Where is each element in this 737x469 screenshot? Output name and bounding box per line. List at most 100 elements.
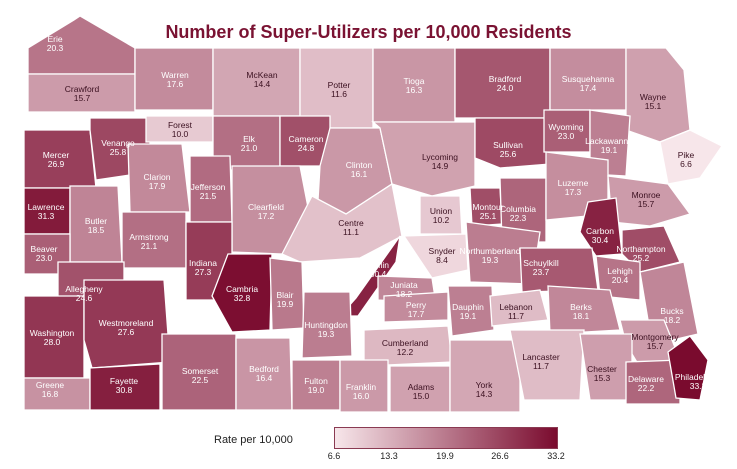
county-value-label: 6.6 [680, 159, 692, 169]
county-pike [659, 129, 723, 185]
county-name-label: Wyoming [548, 122, 584, 132]
county-value-label: 21.0 [241, 143, 258, 153]
county-value-label: 16.4 [256, 373, 273, 383]
county-columbia [499, 177, 547, 243]
county-name-label: Bedford [249, 364, 279, 374]
legend-tick: 33.2 [547, 451, 565, 461]
county-value-label: 11.7 [508, 311, 524, 321]
county-value-label: 22.5 [192, 375, 209, 385]
county-name-label: McKean [246, 70, 277, 80]
county-name-label: Armstrong [129, 232, 168, 242]
county-value-label: 15.7 [638, 199, 655, 209]
county-value-label: 19.0 [308, 385, 325, 395]
county-value-label: 31.3 [38, 211, 55, 221]
county-value-label: 14.9 [432, 161, 449, 171]
county-name-label: Mercer [43, 150, 70, 160]
county-name-label: Somerset [182, 366, 219, 376]
legend-tick: 13.3 [380, 451, 398, 461]
county-name-label: Tioga [404, 76, 425, 86]
county-name-label: Juniata [390, 280, 418, 290]
county-name-label: Lycoming [422, 152, 458, 162]
county-name-label: Mifflin [367, 260, 389, 270]
legend-color-bar [334, 427, 558, 449]
county-name-label: Pike [678, 150, 695, 160]
county-name-label: Montgomery [631, 332, 679, 342]
county-name-label: Dauphin [452, 302, 484, 312]
county-value-label: 16.3 [406, 85, 423, 95]
county-value-label: 21.1 [141, 241, 158, 251]
county-value-label: 21.5 [200, 191, 217, 201]
county-lancaster [509, 329, 585, 401]
county-value-label: 18.2 [396, 289, 413, 299]
county-name-label: Delaware [628, 374, 664, 384]
county-value-label: 18.5 [88, 225, 105, 235]
county-name-label: Lehigh [607, 266, 633, 276]
county-name-label: Venango [101, 138, 135, 148]
county-value-label: 26.9 [48, 159, 65, 169]
county-value-label: 33.2 [690, 381, 707, 391]
county-value-label: 11.1 [343, 227, 359, 237]
county-value-label: 24.8 [298, 143, 315, 153]
county-value-label: 19.9 [277, 299, 294, 309]
county-value-label: 17.6 [167, 79, 184, 89]
county-name-label: Crawford [65, 84, 100, 94]
county-value-label: 19.3 [318, 329, 335, 339]
county-value-label: 15.1 [645, 101, 662, 111]
county-value-label: 15.7 [647, 341, 664, 351]
county-value-label: 12.2 [397, 347, 414, 357]
county-value-label: 10.0 [172, 129, 189, 139]
county-name-label: Indiana [189, 258, 217, 268]
county-name-label: Lancaster [522, 352, 559, 362]
county-value-label: 25.2 [633, 253, 650, 263]
county-name-label: Snyder [429, 246, 456, 256]
county-value-label: 17.4 [580, 83, 597, 93]
legend-tick: 19.9 [436, 451, 454, 461]
county-value-label: 16.0 [353, 391, 370, 401]
county-name-label: Carbon [586, 226, 614, 236]
county-name-label: Columbia [500, 204, 536, 214]
county-name-label: Susquehanna [562, 74, 615, 84]
county-value-label: 20.3 [47, 43, 64, 53]
county-name-label: Cambria [226, 284, 258, 294]
legend-tick: 26.6 [491, 451, 509, 461]
county-value-label: 19.1 [460, 311, 477, 321]
county-name-label: Chester [587, 364, 617, 374]
county-carbon [579, 197, 623, 257]
county-westmoreland [83, 279, 171, 369]
county-name-label: Cameron [289, 134, 324, 144]
county-lebanon [489, 289, 549, 327]
county-value-label: 25.1 [480, 211, 497, 221]
county-name-label: Lawrence [28, 202, 65, 212]
county-name-label: Franklin [346, 382, 377, 392]
county-lehigh [595, 255, 641, 301]
county-value-label: 15.3 [594, 373, 611, 383]
county-value-label: 25.6 [500, 149, 517, 159]
county-value-label: 10.2 [433, 215, 450, 225]
county-value-label: 15.7 [74, 93, 91, 103]
county-name-label: Clarion [144, 172, 171, 182]
county-value-label: 11.7 [533, 361, 549, 371]
county-name-label: Clinton [346, 160, 373, 170]
county-york [449, 339, 521, 413]
county-value-label: 30.4 [592, 235, 609, 245]
county-value-label: 24.6 [76, 293, 93, 303]
county-value-label: 17.7 [408, 309, 425, 319]
county-value-label: 23.0 [558, 131, 575, 141]
county-name-label: Northampton [616, 244, 665, 254]
county-name-label: Forest [168, 120, 193, 130]
county-name-label: Fayette [110, 376, 139, 386]
county-value-label: 23.7 [533, 267, 550, 277]
county-name-label: Luzerne [558, 178, 589, 188]
county-huntingdon [301, 291, 353, 359]
county-value-label: 28.0 [44, 337, 61, 347]
county-crawford [27, 73, 136, 113]
county-value-label: 16.1 [351, 169, 368, 179]
county-delaware [625, 359, 681, 405]
county-value-label: 18.2 [664, 315, 681, 325]
map-title: Number of Super-Utilizers per 10,000 Res… [165, 22, 572, 42]
county-name-label: Washington [30, 328, 75, 338]
county-cambria [211, 253, 273, 333]
county-name-label: Sullivan [493, 140, 523, 150]
county-value-label: 23.0 [36, 253, 53, 263]
